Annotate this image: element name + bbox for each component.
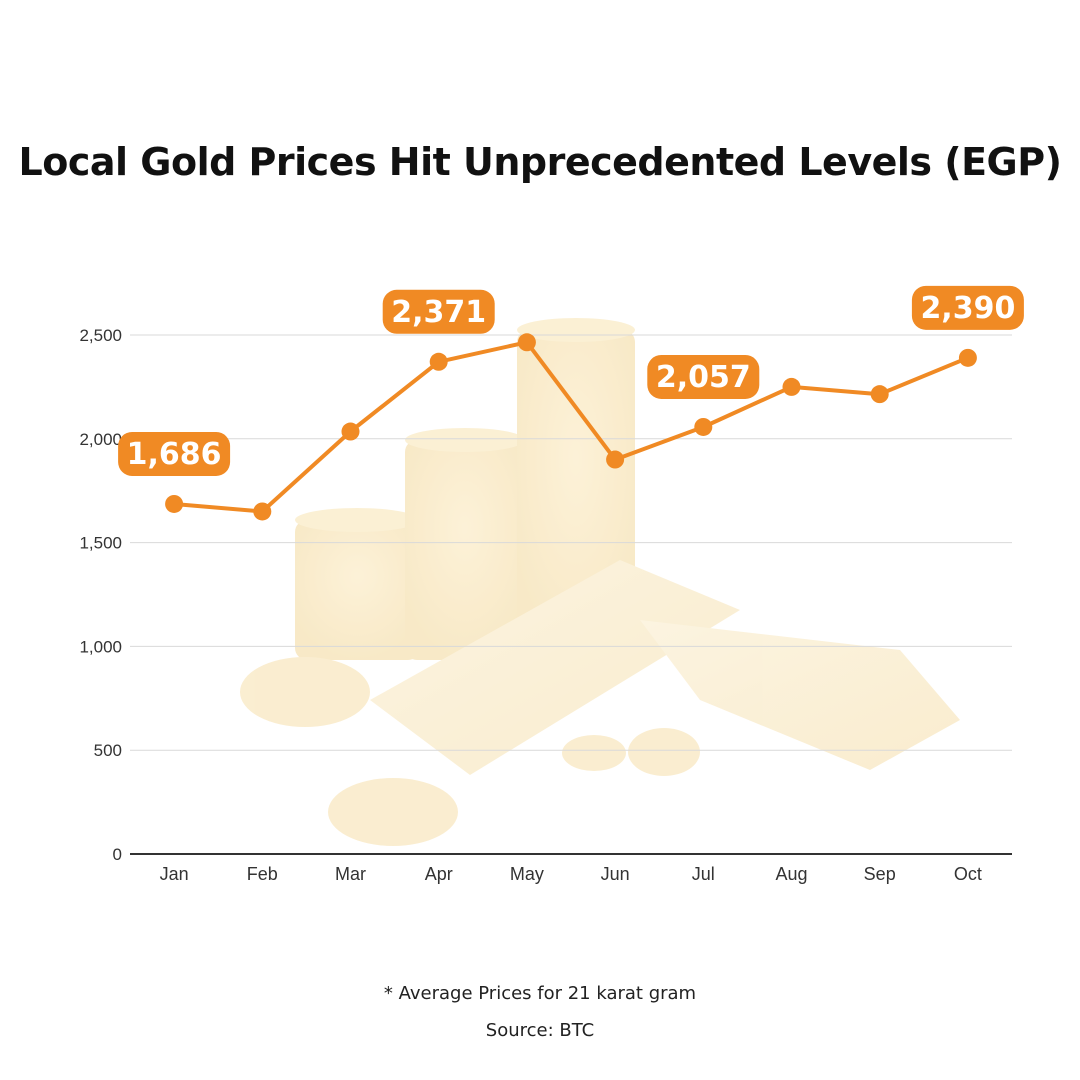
- gold-background-illustration: [240, 318, 960, 846]
- data-label-jul: 2,057: [647, 354, 760, 399]
- y-tick-label: 500: [94, 741, 122, 760]
- data-point-jun: [606, 450, 625, 469]
- y-tick-label: 2,000: [79, 430, 122, 449]
- data-label-text: 2,371: [391, 295, 486, 330]
- data-label-bubble: [647, 354, 760, 399]
- chart-title: Local Gold Prices Hit Unprecedented Leve…: [18, 140, 1062, 184]
- data-label-jan: 1,686: [118, 431, 231, 476]
- data-point-jan: [165, 494, 184, 513]
- data-label-text: 2,057: [656, 360, 751, 395]
- data-point-mar: [341, 422, 360, 441]
- data-label-oct: 2,390: [911, 285, 1024, 330]
- data-point-oct: [958, 348, 977, 367]
- y-tick-label: 1,000: [79, 637, 122, 656]
- data-labels: 1,686 2,371 2,057 2,390: [118, 285, 1024, 476]
- x-tick-label: Oct: [954, 864, 982, 884]
- x-tick-label: Mar: [335, 864, 366, 884]
- source-note: Source: BTC: [485, 1020, 595, 1041]
- data-label-apr: 2,371: [382, 289, 495, 334]
- x-tick-label: Apr: [425, 864, 453, 884]
- y-axis-ticks: 0 500 1,000 1,500 2,000 2,500: [79, 326, 122, 864]
- data-label-bubble: [911, 285, 1024, 330]
- x-tick-label: Aug: [775, 864, 807, 884]
- x-axis-ticks: Jan Feb Mar Apr May Jun Jul Aug Sep Oct: [160, 864, 982, 884]
- x-tick-label: May: [510, 864, 544, 884]
- data-point-apr: [429, 352, 448, 371]
- series-line: [173, 340, 969, 514]
- data-label-bubble: [382, 289, 495, 334]
- x-tick-label: Jan: [160, 864, 189, 884]
- y-tick-label: 2,500: [79, 326, 122, 345]
- y-tick-label: 0: [113, 845, 122, 864]
- x-tick-label: Jul: [692, 864, 715, 884]
- data-point-aug: [782, 377, 801, 396]
- data-point-may: [517, 333, 536, 352]
- x-tick-label: Jun: [601, 864, 630, 884]
- data-label-bubble: [118, 431, 231, 476]
- gridlines: [130, 334, 1012, 751]
- x-tick-label: Feb: [247, 864, 278, 884]
- data-label-text: 2,390: [920, 291, 1015, 326]
- data-label-text: 1,686: [127, 437, 222, 472]
- footnote: * Average Prices for 21 karat gram: [383, 983, 697, 1004]
- data-point-jul: [694, 417, 713, 436]
- data-point-sep: [870, 385, 889, 404]
- data-point-feb: [253, 502, 272, 521]
- y-tick-label: 1,500: [79, 534, 122, 553]
- x-tick-label: Sep: [864, 864, 896, 884]
- data-points: [165, 333, 977, 521]
